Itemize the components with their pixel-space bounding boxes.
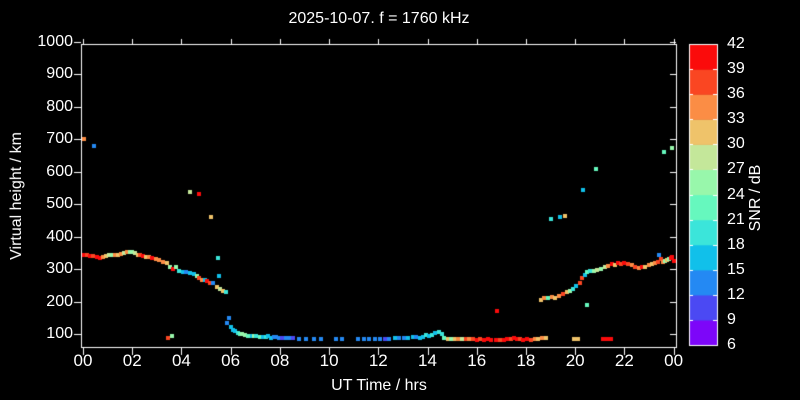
x-tick-label: 16 [467, 351, 487, 370]
colorbar-tick-label: 42 [727, 35, 745, 52]
x-tick-label: 14 [418, 351, 437, 370]
x-tick-label: 18 [516, 351, 536, 370]
colorbar-tick-label: 6 [727, 336, 736, 353]
x-tick-label: 02 [122, 351, 142, 370]
x-tick-label: 00 [73, 351, 93, 370]
colorbar-tick-label: 30 [727, 135, 745, 153]
colorbar-tick-label: 39 [727, 60, 745, 78]
y-tick-label: 900 [46, 65, 73, 83]
colorbar-tick-label: 12 [727, 285, 745, 303]
colorbar-tick-label: 18 [727, 235, 745, 253]
colorbar-tick-label: 27 [727, 160, 745, 178]
y-tick-label: 100 [46, 325, 73, 342]
x-tick-label: 12 [368, 351, 388, 370]
plot-title: 2025-10-07. f = 1760 kHz [288, 10, 470, 27]
x-tick-label: 04 [171, 351, 191, 370]
x-tick-label: 10 [319, 351, 339, 370]
x-tick-label: 22 [614, 351, 634, 370]
y-tick-label: 800 [46, 97, 73, 115]
x-tick-label: 20 [565, 351, 585, 370]
y-tick-label: 700 [46, 130, 73, 148]
colorbar-tick-label: 9 [727, 310, 736, 328]
colorbar-title: SNR / dB [747, 164, 764, 232]
colorbar-tick-label: 36 [727, 85, 745, 103]
colorbar-tick-label: 21 [727, 210, 745, 228]
y-tick-label: 600 [46, 162, 73, 180]
x-tick-label: 08 [270, 351, 290, 370]
y-tick-label: 1000 [37, 33, 73, 51]
x-tick-label: 06 [221, 351, 241, 370]
y-tick-label: 300 [46, 260, 73, 278]
colorbar-tick-label: 24 [727, 185, 745, 203]
y-tick-label: 400 [46, 227, 73, 245]
y-tick-label: 200 [46, 292, 73, 310]
y-tick-label: 500 [46, 195, 73, 213]
x-axis-title: UT Time / hrs [331, 377, 427, 394]
x-tick-label: 00 [664, 351, 684, 370]
colorbar-tick-label: 15 [727, 260, 745, 278]
colorbar-tick-label: 33 [727, 110, 745, 128]
